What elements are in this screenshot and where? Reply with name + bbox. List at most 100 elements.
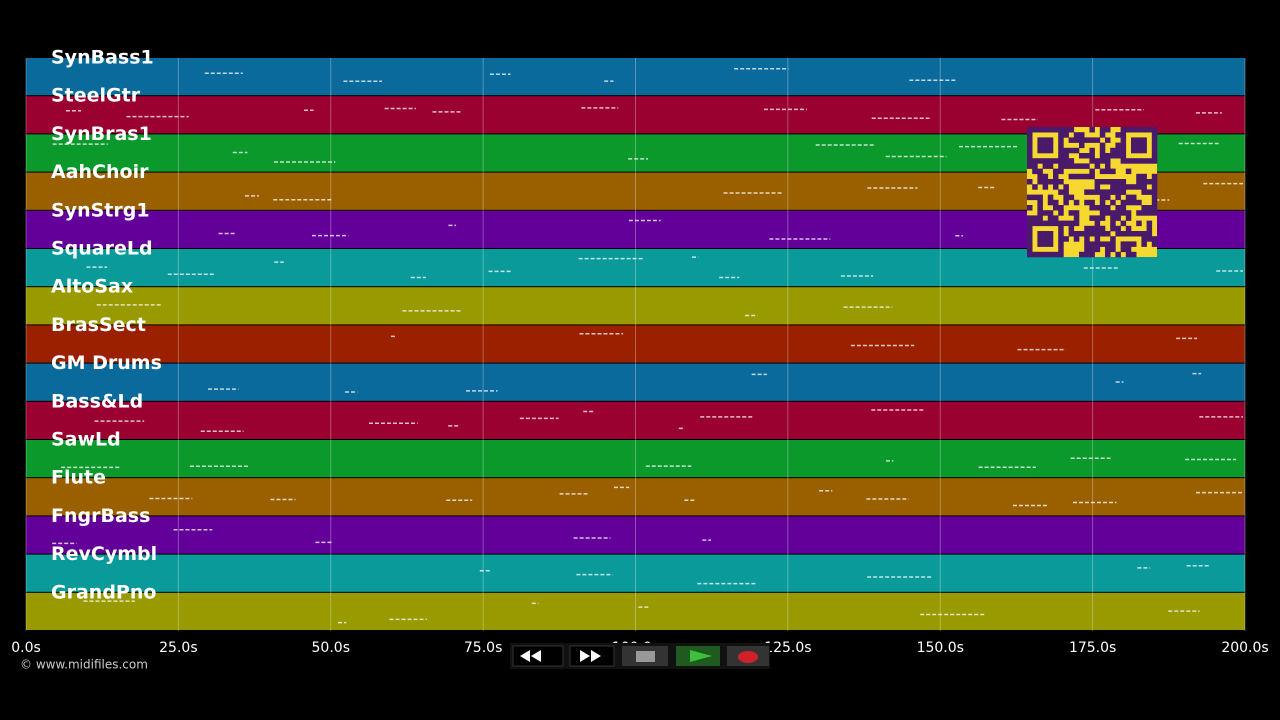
- qr-module: [1125, 251, 1132, 258]
- qr-module: [1058, 168, 1064, 175]
- qr-module: [1027, 194, 1033, 201]
- qr-module: [1063, 220, 1069, 227]
- qr-module: [1136, 231, 1142, 237]
- qr-module: [1053, 199, 1059, 206]
- qr-module: [1047, 215, 1054, 221]
- qr-module: [1058, 210, 1064, 216]
- qr-module: [1089, 127, 1095, 133]
- stop-icon[interactable]: [636, 651, 655, 662]
- qr-module: [1068, 210, 1075, 216]
- qr-module: [1099, 189, 1106, 195]
- track-name: GrandPno: [51, 581, 156, 603]
- qr-module: [1073, 147, 1080, 154]
- qr-module: [1027, 153, 1033, 159]
- qr-module: [1053, 215, 1059, 221]
- qr-module: [1125, 194, 1132, 201]
- qr-module: [1146, 236, 1153, 242]
- qr-module: [1120, 132, 1127, 138]
- record-icon[interactable]: [738, 651, 758, 663]
- rewind-button[interactable]: [512, 645, 564, 667]
- time-tick-label: 75.0s: [464, 640, 502, 656]
- track-name: AltoSax: [51, 276, 133, 298]
- forward-icon[interactable]: [580, 650, 601, 662]
- stop-button[interactable]: [622, 646, 668, 666]
- qr-module: [1068, 163, 1075, 169]
- qr-module: [1089, 231, 1095, 237]
- qr-module: [1089, 137, 1095, 143]
- qr-module: [1099, 179, 1106, 185]
- track-labels: SynBass1 SteelGtr SynBras1 AahChoir SynStrg1…: [51, 47, 162, 604]
- qr-module: [1105, 137, 1111, 143]
- qr-module: [1089, 215, 1095, 221]
- time-tick-label: 175.0s: [1069, 640, 1116, 656]
- qr-module: [1042, 137, 1049, 143]
- qr-module: [1084, 163, 1090, 169]
- qr-module: [1032, 168, 1038, 175]
- forward-button[interactable]: [569, 645, 615, 667]
- qr-code: [1027, 127, 1158, 258]
- track-name: SynStrg1: [51, 199, 150, 221]
- qr-module: [1141, 205, 1147, 211]
- track-name: Flute: [51, 467, 106, 489]
- qr-module: [1099, 231, 1106, 237]
- qr-module: [1105, 158, 1111, 164]
- qr-module: [1084, 236, 1090, 242]
- qr-module: [1032, 215, 1038, 221]
- qr-module: [1027, 132, 1033, 138]
- qr-module: [1151, 142, 1158, 149]
- qr-module: [1125, 210, 1132, 216]
- qr-module: [1058, 241, 1064, 247]
- track-row: [26, 325, 1245, 363]
- qr-module: [1151, 179, 1158, 185]
- qr-module: [1073, 173, 1080, 180]
- qr-module: [1058, 236, 1064, 242]
- qr-module: [1105, 194, 1111, 201]
- qr-module: [1105, 251, 1111, 258]
- qr-module: [1042, 173, 1049, 180]
- qr-module: [1032, 251, 1038, 258]
- qr-module: [1099, 158, 1106, 164]
- qr-module: [1089, 246, 1095, 253]
- qr-module: [1146, 205, 1153, 211]
- time-tick-label: 200.0s: [1221, 640, 1268, 656]
- qr-module: [1131, 199, 1137, 206]
- play-icon[interactable]: [690, 650, 712, 662]
- qr-module: [1131, 137, 1137, 143]
- qr-module: [1068, 231, 1075, 237]
- qr-module: [1068, 194, 1075, 201]
- qr-module: [1084, 251, 1090, 258]
- qr-module: [1027, 158, 1033, 164]
- qr-module: [1094, 220, 1101, 227]
- qr-module: [1079, 132, 1085, 138]
- qr-module: [1042, 127, 1049, 133]
- qr-module: [1120, 137, 1127, 143]
- qr-module: [1032, 127, 1038, 133]
- track-row: [26, 516, 1245, 554]
- qr-module: [1063, 184, 1069, 190]
- qr-module: [1105, 179, 1111, 185]
- qr-module: [1094, 246, 1101, 253]
- qr-module: [1136, 184, 1142, 190]
- rewind-icon[interactable]: [520, 650, 541, 662]
- qr-module: [1151, 205, 1158, 211]
- qr-module: [1105, 189, 1111, 195]
- qr-module: [1068, 173, 1075, 180]
- qr-module: [1115, 205, 1121, 211]
- play-button[interactable]: [676, 646, 720, 666]
- qr-module: [1099, 153, 1106, 159]
- qr-module: [1027, 246, 1033, 253]
- qr-module: [1125, 184, 1132, 190]
- qr-module: [1047, 236, 1054, 242]
- qr-module: [1089, 225, 1095, 232]
- qr-module: [1120, 189, 1127, 195]
- qr-module: [1120, 205, 1127, 211]
- qr-module: [1037, 158, 1043, 164]
- qr-module: [1120, 179, 1127, 185]
- qr-module: [1146, 225, 1153, 232]
- qr-module: [1094, 179, 1101, 185]
- record-button[interactable]: [727, 646, 769, 666]
- qr-module: [1105, 127, 1111, 133]
- track-name: SawLd: [51, 429, 121, 451]
- qr-module: [1120, 153, 1127, 159]
